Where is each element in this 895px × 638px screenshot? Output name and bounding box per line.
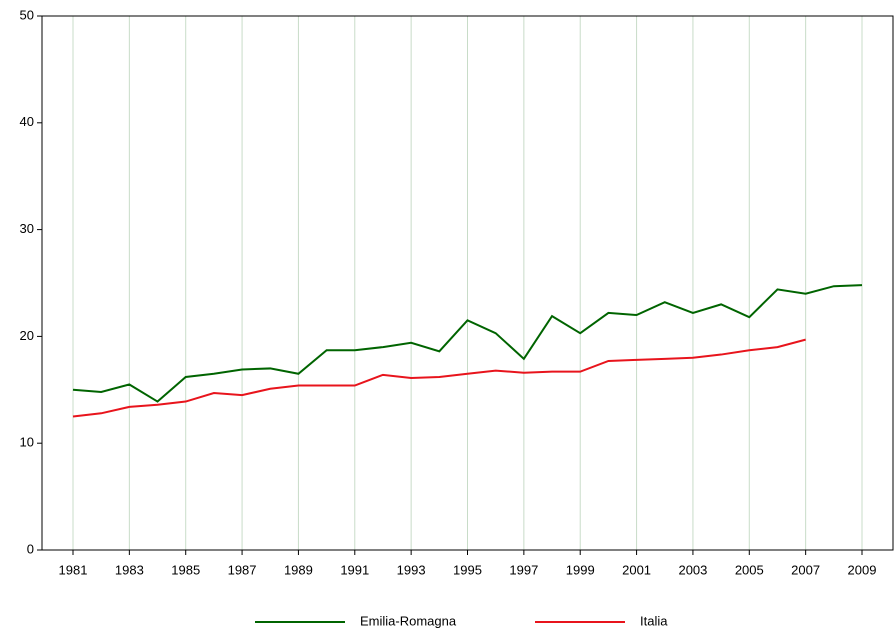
x-tick-label: 1981: [59, 562, 88, 577]
y-tick-label: 20: [20, 328, 34, 343]
y-tick-label: 40: [20, 114, 34, 129]
x-tick-label: 1991: [340, 562, 369, 577]
x-tick-label: 1999: [566, 562, 595, 577]
x-tick-label: 2005: [735, 562, 764, 577]
x-tick-label: 2009: [848, 562, 877, 577]
y-tick-label: 0: [27, 541, 34, 556]
series-line: [72, 284, 863, 403]
x-tick-label: 1993: [397, 562, 426, 577]
x-tick-label: 1989: [284, 562, 313, 577]
plot-frame: [41, 15, 894, 551]
x-tick-label: 2001: [622, 562, 651, 577]
legend-label: Italia: [640, 613, 668, 628]
y-tick-label: 30: [20, 221, 34, 236]
x-tick-label: 2003: [678, 562, 707, 577]
x-tick-label: 2007: [791, 562, 820, 577]
x-tick-label: 1987: [228, 562, 257, 577]
x-tick-label: 1995: [453, 562, 482, 577]
x-tick-label: 1983: [115, 562, 144, 577]
y-tick-label: 10: [20, 435, 34, 450]
x-tick-label: 1985: [171, 562, 200, 577]
series-line: [72, 338, 806, 418]
legend-label: Emilia-Romagna: [360, 613, 457, 628]
y-tick-label: 50: [20, 7, 34, 22]
x-tick-label: 1997: [509, 562, 538, 577]
